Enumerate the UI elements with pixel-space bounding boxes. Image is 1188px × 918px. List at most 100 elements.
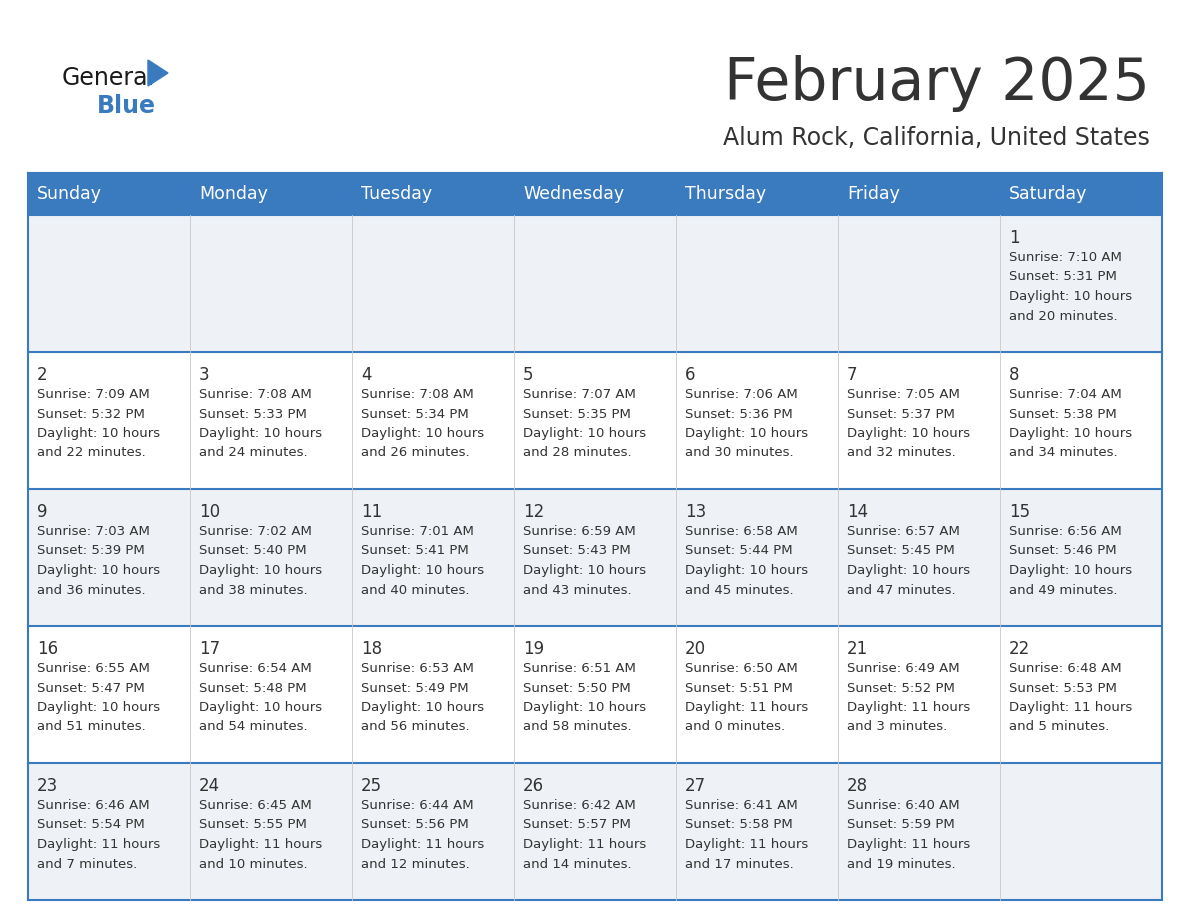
Text: and 40 minutes.: and 40 minutes. bbox=[361, 584, 469, 597]
Text: Daylight: 11 hours: Daylight: 11 hours bbox=[1009, 701, 1132, 714]
Text: 16: 16 bbox=[37, 640, 58, 658]
Text: Sunrise: 7:03 AM: Sunrise: 7:03 AM bbox=[37, 525, 150, 538]
Text: Daylight: 10 hours: Daylight: 10 hours bbox=[1009, 427, 1132, 440]
Text: and 34 minutes.: and 34 minutes. bbox=[1009, 446, 1118, 460]
Text: 19: 19 bbox=[523, 640, 544, 658]
Text: Sunrise: 7:08 AM: Sunrise: 7:08 AM bbox=[361, 388, 474, 401]
Text: Sunrise: 6:50 AM: Sunrise: 6:50 AM bbox=[685, 662, 798, 675]
Text: 26: 26 bbox=[523, 777, 544, 795]
Text: 7: 7 bbox=[847, 366, 858, 384]
Text: Sunrise: 7:06 AM: Sunrise: 7:06 AM bbox=[685, 388, 798, 401]
Text: 24: 24 bbox=[200, 777, 220, 795]
Text: and 32 minutes.: and 32 minutes. bbox=[847, 446, 956, 460]
Text: Sunrise: 7:07 AM: Sunrise: 7:07 AM bbox=[523, 388, 636, 401]
Text: and 30 minutes.: and 30 minutes. bbox=[685, 446, 794, 460]
Text: Sunset: 5:53 PM: Sunset: 5:53 PM bbox=[1009, 681, 1117, 695]
Bar bbox=[29, 626, 1162, 763]
Text: 4: 4 bbox=[361, 366, 372, 384]
Text: Sunset: 5:51 PM: Sunset: 5:51 PM bbox=[685, 681, 792, 695]
Text: Daylight: 10 hours: Daylight: 10 hours bbox=[37, 701, 160, 714]
Bar bbox=[1000, 173, 1162, 215]
Text: 8: 8 bbox=[1009, 366, 1019, 384]
Text: 25: 25 bbox=[361, 777, 383, 795]
Text: and 38 minutes.: and 38 minutes. bbox=[200, 584, 308, 597]
Text: and 24 minutes.: and 24 minutes. bbox=[200, 446, 308, 460]
Text: Sunrise: 6:53 AM: Sunrise: 6:53 AM bbox=[361, 662, 474, 675]
Polygon shape bbox=[148, 60, 168, 86]
Text: Sunrise: 6:41 AM: Sunrise: 6:41 AM bbox=[685, 799, 798, 812]
Text: 23: 23 bbox=[37, 777, 58, 795]
Text: Daylight: 11 hours: Daylight: 11 hours bbox=[685, 701, 808, 714]
Text: Sunset: 5:33 PM: Sunset: 5:33 PM bbox=[200, 408, 307, 420]
Text: Daylight: 10 hours: Daylight: 10 hours bbox=[361, 701, 485, 714]
Text: Sunset: 5:37 PM: Sunset: 5:37 PM bbox=[847, 408, 955, 420]
Text: Sunrise: 6:49 AM: Sunrise: 6:49 AM bbox=[847, 662, 960, 675]
Text: 20: 20 bbox=[685, 640, 706, 658]
Text: and 36 minutes.: and 36 minutes. bbox=[37, 584, 146, 597]
Text: Sunset: 5:44 PM: Sunset: 5:44 PM bbox=[685, 544, 792, 557]
Text: Sunrise: 7:05 AM: Sunrise: 7:05 AM bbox=[847, 388, 960, 401]
Text: 1: 1 bbox=[1009, 229, 1019, 247]
Text: Sunset: 5:35 PM: Sunset: 5:35 PM bbox=[523, 408, 631, 420]
Text: Sunrise: 6:46 AM: Sunrise: 6:46 AM bbox=[37, 799, 150, 812]
Text: Sunrise: 6:58 AM: Sunrise: 6:58 AM bbox=[685, 525, 798, 538]
Text: Sunset: 5:55 PM: Sunset: 5:55 PM bbox=[200, 819, 307, 832]
Text: Daylight: 11 hours: Daylight: 11 hours bbox=[847, 838, 971, 851]
Text: Sunrise: 6:42 AM: Sunrise: 6:42 AM bbox=[523, 799, 636, 812]
Text: Sunset: 5:41 PM: Sunset: 5:41 PM bbox=[361, 544, 469, 557]
Text: Daylight: 10 hours: Daylight: 10 hours bbox=[523, 564, 646, 577]
Text: Sunset: 5:59 PM: Sunset: 5:59 PM bbox=[847, 819, 955, 832]
Text: Sunrise: 6:54 AM: Sunrise: 6:54 AM bbox=[200, 662, 311, 675]
Text: Sunrise: 7:01 AM: Sunrise: 7:01 AM bbox=[361, 525, 474, 538]
Text: Sunset: 5:50 PM: Sunset: 5:50 PM bbox=[523, 681, 631, 695]
Text: Daylight: 10 hours: Daylight: 10 hours bbox=[200, 564, 322, 577]
Text: and 49 minutes.: and 49 minutes. bbox=[1009, 584, 1118, 597]
Text: and 7 minutes.: and 7 minutes. bbox=[37, 857, 138, 870]
Text: Sunset: 5:46 PM: Sunset: 5:46 PM bbox=[1009, 544, 1117, 557]
Text: Sunset: 5:39 PM: Sunset: 5:39 PM bbox=[37, 544, 145, 557]
Text: Sunset: 5:45 PM: Sunset: 5:45 PM bbox=[847, 544, 955, 557]
Text: Sunset: 5:31 PM: Sunset: 5:31 PM bbox=[1009, 271, 1117, 284]
Bar bbox=[29, 215, 1162, 352]
Bar bbox=[190, 173, 352, 215]
Text: Saturday: Saturday bbox=[1009, 185, 1087, 203]
Text: Daylight: 10 hours: Daylight: 10 hours bbox=[1009, 564, 1132, 577]
Text: Monday: Monday bbox=[200, 185, 267, 203]
Text: Wednesday: Wednesday bbox=[523, 185, 624, 203]
Text: Sunrise: 6:51 AM: Sunrise: 6:51 AM bbox=[523, 662, 636, 675]
Text: Blue: Blue bbox=[97, 94, 156, 118]
Text: 28: 28 bbox=[847, 777, 868, 795]
Text: Daylight: 10 hours: Daylight: 10 hours bbox=[37, 564, 160, 577]
Text: Sunrise: 6:45 AM: Sunrise: 6:45 AM bbox=[200, 799, 311, 812]
Text: Daylight: 10 hours: Daylight: 10 hours bbox=[523, 427, 646, 440]
Text: Sunset: 5:43 PM: Sunset: 5:43 PM bbox=[523, 544, 631, 557]
Text: and 43 minutes.: and 43 minutes. bbox=[523, 584, 632, 597]
Text: Sunset: 5:36 PM: Sunset: 5:36 PM bbox=[685, 408, 792, 420]
Text: 13: 13 bbox=[685, 503, 706, 521]
Text: 2: 2 bbox=[37, 366, 48, 384]
Text: Sunrise: 6:59 AM: Sunrise: 6:59 AM bbox=[523, 525, 636, 538]
Text: and 19 minutes.: and 19 minutes. bbox=[847, 857, 955, 870]
Bar bbox=[676, 173, 838, 215]
Text: 9: 9 bbox=[37, 503, 48, 521]
Text: and 58 minutes.: and 58 minutes. bbox=[523, 721, 632, 733]
Text: Daylight: 10 hours: Daylight: 10 hours bbox=[847, 427, 971, 440]
Text: Sunrise: 7:04 AM: Sunrise: 7:04 AM bbox=[1009, 388, 1121, 401]
Text: 22: 22 bbox=[1009, 640, 1030, 658]
Text: Sunrise: 7:02 AM: Sunrise: 7:02 AM bbox=[200, 525, 312, 538]
Text: and 51 minutes.: and 51 minutes. bbox=[37, 721, 146, 733]
Text: Sunset: 5:49 PM: Sunset: 5:49 PM bbox=[361, 681, 468, 695]
Text: Daylight: 11 hours: Daylight: 11 hours bbox=[200, 838, 322, 851]
Text: Sunset: 5:58 PM: Sunset: 5:58 PM bbox=[685, 819, 792, 832]
Text: Sunset: 5:34 PM: Sunset: 5:34 PM bbox=[361, 408, 469, 420]
Text: 17: 17 bbox=[200, 640, 220, 658]
Text: Thursday: Thursday bbox=[685, 185, 766, 203]
Text: 14: 14 bbox=[847, 503, 868, 521]
Bar bbox=[29, 763, 1162, 900]
Text: Daylight: 10 hours: Daylight: 10 hours bbox=[523, 701, 646, 714]
Text: and 5 minutes.: and 5 minutes. bbox=[1009, 721, 1110, 733]
Text: Sunrise: 7:09 AM: Sunrise: 7:09 AM bbox=[37, 388, 150, 401]
Text: Sunrise: 6:48 AM: Sunrise: 6:48 AM bbox=[1009, 662, 1121, 675]
Text: and 47 minutes.: and 47 minutes. bbox=[847, 584, 955, 597]
Text: 6: 6 bbox=[685, 366, 695, 384]
